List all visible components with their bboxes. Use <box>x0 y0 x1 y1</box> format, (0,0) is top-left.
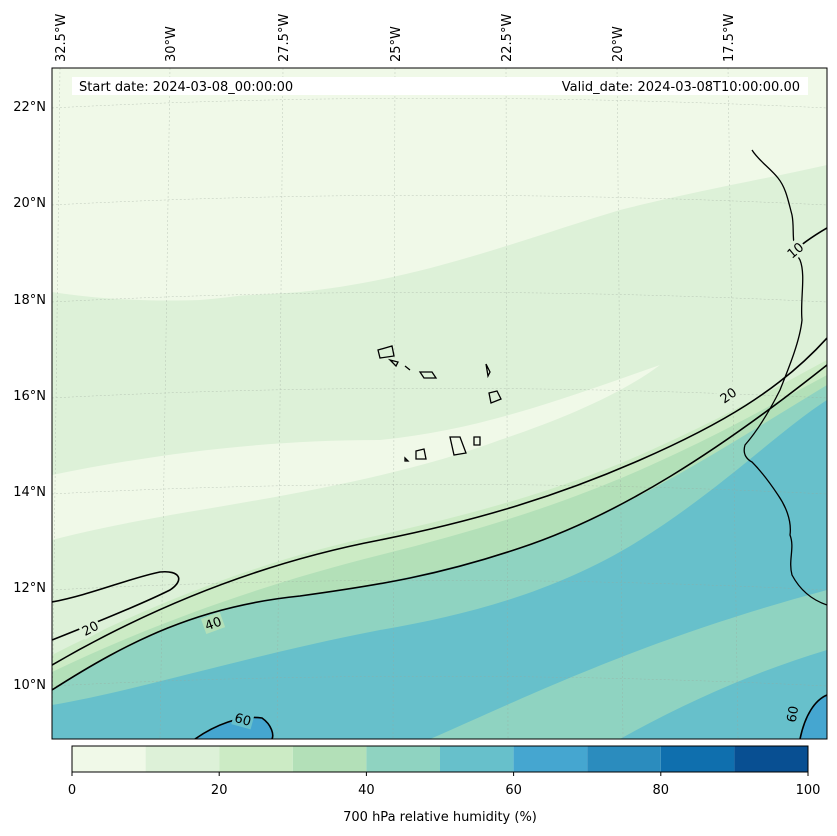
humidity-band-lower-lobe <box>430 590 827 739</box>
colorbar-tick-label: 40 <box>358 783 375 798</box>
colorbar <box>71 745 809 773</box>
colorbar-segment <box>734 746 808 772</box>
contour-label-60-left: 60 <box>233 711 253 730</box>
humidity-band-dry-tongue <box>52 365 660 540</box>
lat-label: 14°N <box>13 485 46 500</box>
colorbar-segment <box>440 746 514 772</box>
colorbar-frame <box>71 745 809 773</box>
colorbar-ticks: 0 20 40 60 80 100 <box>68 772 821 798</box>
contour-40 <box>52 364 827 691</box>
colorbar-tick-label: 100 <box>796 783 821 798</box>
start-date-label: Start date: 2024-03-08_00:00:00 <box>79 80 293 95</box>
contour-label-20-left: 20 <box>80 619 102 640</box>
lat-label: 16°N <box>13 389 46 404</box>
map-panel: 20 40 60 20 60 10 Start date: 2024-03-08… <box>52 68 827 739</box>
colorbar-tick-label: 20 <box>211 783 228 798</box>
lon-label: 30°W <box>164 26 179 62</box>
humidity-band-60-70-left <box>195 717 273 739</box>
colorbar-segment <box>366 746 440 772</box>
colorbar-segment <box>72 746 146 772</box>
colorbar-segment <box>145 746 220 772</box>
lat-label: 18°N <box>13 293 46 308</box>
contour-20-main <box>52 337 827 666</box>
contour-60-left <box>194 716 274 739</box>
map-frame <box>51 67 828 740</box>
colorbar-segment <box>292 746 367 772</box>
colorbar-segment <box>513 746 588 772</box>
colorbar-tick-label: 0 <box>68 783 76 798</box>
contour-lines <box>52 227 827 739</box>
contour-label-40: 40 <box>203 615 224 635</box>
colorbar-tick-label: 60 <box>505 783 522 798</box>
lon-label: 17.5°W <box>722 14 737 62</box>
humidity-band-upper-dry <box>52 68 827 301</box>
colorbar-tick-label: 80 <box>653 783 670 798</box>
latitude-labels: 22°N 20°N 18°N 16°N 14°N 12°N 10°N <box>13 100 46 693</box>
lon-label: 32.5°W <box>54 14 69 62</box>
contour-20-upper <box>52 570 180 641</box>
lat-label: 22°N <box>13 100 46 115</box>
cape-verde-islands <box>377 345 502 462</box>
colorbar-segment <box>219 746 293 772</box>
contour-label-60-right: 60 <box>785 705 803 724</box>
coastline <box>377 149 827 606</box>
header-strip <box>72 77 808 95</box>
colorbar-title: 700 hPa relative humidity (%) <box>343 810 537 825</box>
lon-label: 22.5°W <box>500 14 515 62</box>
africa-coast <box>743 149 827 606</box>
lon-label: 20°W <box>611 26 626 62</box>
graticule <box>52 68 827 739</box>
contour-60-right <box>799 694 827 739</box>
colorbar-segment <box>587 746 661 772</box>
lat-label: 10°N <box>13 678 46 693</box>
colorbar-segment <box>660 746 735 772</box>
lon-label: 25°W <box>389 26 404 62</box>
lat-label: 12°N <box>13 581 46 596</box>
valid-date-label: Valid_date: 2024-03-08T10:00:00.00 <box>562 80 800 95</box>
lat-label: 20°N <box>13 196 46 211</box>
humidity-band-60-70-right <box>800 695 827 739</box>
longitude-labels: 32.5°W 30°W 27.5°W 25°W 22.5°W 20°W 17.5… <box>54 14 737 62</box>
lon-label: 27.5°W <box>277 14 292 62</box>
